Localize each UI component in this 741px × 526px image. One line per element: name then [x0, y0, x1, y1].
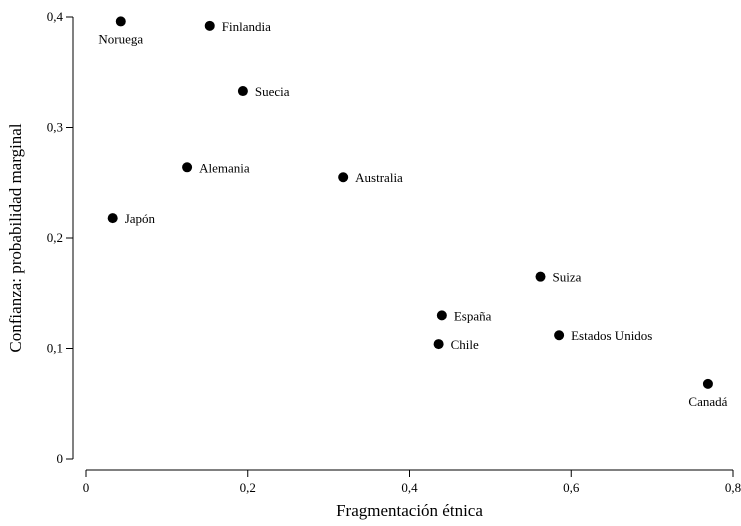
- y-tick-label: 0,3: [47, 120, 63, 135]
- y-tick-label: 0,4: [47, 9, 64, 24]
- data-point-label: Alemania: [199, 160, 250, 175]
- data-point-label: España: [454, 308, 492, 323]
- y-tick-label: 0,1: [47, 341, 63, 356]
- x-tick-label: 0,8: [725, 480, 741, 495]
- data-point: [436, 310, 447, 321]
- data-point: [702, 378, 713, 389]
- data-point-label: Finlandia: [222, 19, 271, 34]
- data-point-label: Suecia: [255, 84, 290, 99]
- y-tick-label: 0: [57, 451, 64, 466]
- data-point-label: Chile: [451, 337, 479, 352]
- y-axis-title: Confianza: probabilidad marginal: [6, 123, 25, 352]
- y-axis-ticks: 0 0,1 0,2 0,3 0,4: [47, 9, 73, 466]
- data-point: [338, 172, 349, 183]
- y-tick-label: 0,2: [47, 230, 63, 245]
- data-point: [204, 20, 215, 31]
- data-point-label: Noruega: [98, 31, 143, 46]
- data-point: [182, 162, 193, 173]
- data-point-label: Estados Unidos: [571, 328, 652, 343]
- x-tick-label: 0: [83, 480, 90, 495]
- x-tick-label: 0,6: [563, 480, 580, 495]
- data-point: [554, 330, 565, 341]
- data-point-label: Canadá: [688, 394, 727, 409]
- axes: [72, 17, 733, 471]
- data-points: Noruega Finlandia Suecia Alemania Australia J…: [98, 16, 728, 409]
- data-point: [115, 16, 126, 27]
- x-axis-ticks: 0 0,2 0,4 0,6 0,8: [83, 470, 741, 495]
- data-point: [535, 271, 546, 282]
- data-point: [237, 86, 248, 97]
- data-point-label: Japón: [125, 211, 156, 226]
- x-tick-label: 0,4: [401, 480, 418, 495]
- data-point-label: Australia: [355, 170, 403, 185]
- data-point-label: Suiza: [553, 270, 582, 285]
- x-axis-title: Fragmentación étnica: [336, 501, 483, 520]
- data-point: [433, 339, 444, 350]
- data-point: [107, 213, 118, 224]
- x-tick-label: 0,2: [240, 480, 256, 495]
